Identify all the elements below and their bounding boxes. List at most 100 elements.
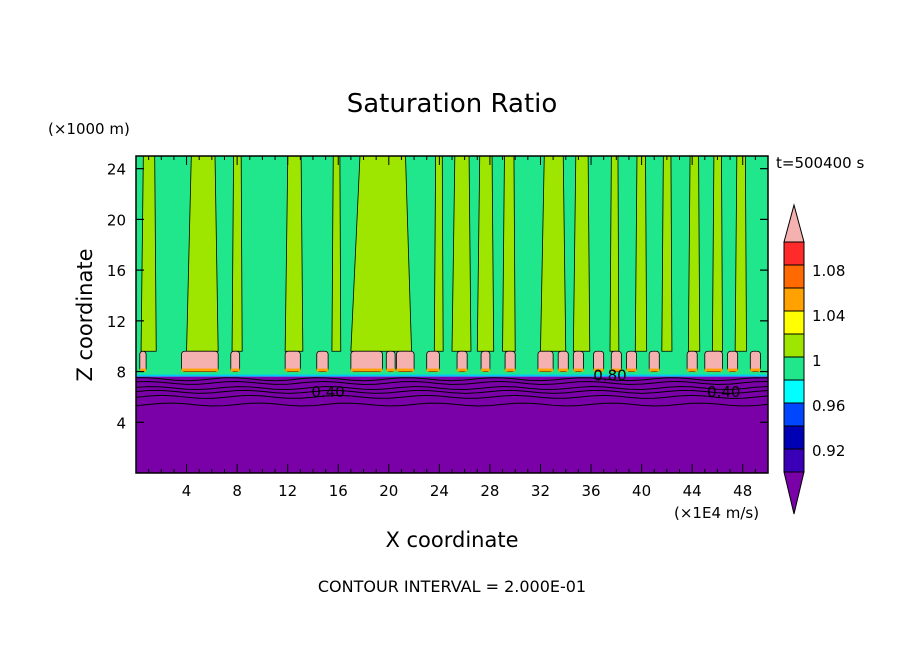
colorbar-segment	[783, 287, 805, 312]
cloud-cell-base	[481, 368, 490, 372]
cloud-cell	[395, 350, 415, 372]
cloud-cell-base	[573, 368, 584, 372]
x-tick-label: 4	[182, 482, 192, 500]
colorbar-label: 0.96	[812, 397, 845, 415]
cloud-cell	[456, 350, 468, 372]
cloud-cell	[537, 350, 554, 372]
supersat-column	[231, 156, 243, 352]
time-label: t=500400 s	[776, 154, 864, 172]
cloud-cell-base	[139, 368, 147, 372]
y-tick-label: 8	[116, 364, 126, 382]
cloud-cell-base	[537, 368, 554, 372]
cloud-cell	[480, 350, 491, 372]
x-tick-label: 44	[683, 482, 702, 500]
contour-label: 0.80	[593, 366, 626, 384]
supersat-column	[687, 156, 701, 352]
y-tick-label: 4	[116, 414, 126, 432]
colorbar-segment	[783, 379, 805, 404]
cloud-cell	[284, 350, 301, 372]
supersat-column	[284, 156, 304, 352]
contour-label: 0.40	[707, 383, 740, 401]
supersat-column	[502, 156, 516, 352]
colorbar-label: 1	[812, 352, 822, 370]
contour-line	[136, 380, 768, 385]
cloud-cell	[686, 350, 698, 372]
x-tick-label: 48	[733, 482, 752, 500]
chart-title: Saturation Ratio	[347, 89, 558, 119]
supersat-column	[451, 156, 472, 352]
y-tick-label: 24	[107, 161, 126, 179]
contour-label: 0.40	[311, 383, 344, 401]
cloud-cell-base	[626, 368, 637, 372]
supersat-column	[634, 156, 648, 352]
colorbar-label: 0.92	[812, 442, 845, 460]
x-tick-label: 8	[232, 482, 242, 500]
cloud-cell-base	[593, 368, 604, 372]
cloud-cell-base	[396, 368, 415, 372]
boundary-line	[136, 374, 768, 377]
cloud-cell	[385, 350, 396, 372]
x-tick-label: 32	[531, 482, 550, 500]
supersat-column	[350, 156, 412, 352]
x-unit-label: (×1E4 m/s)	[674, 504, 759, 522]
cloud-cell-base	[457, 368, 468, 372]
colorbar-min-arrow	[783, 471, 805, 515]
y-tick-label: 16	[107, 262, 126, 280]
cloud-cell	[749, 350, 761, 372]
x-tick-label: 20	[379, 482, 398, 500]
cloud-cell	[181, 350, 219, 372]
x-tick-label: 28	[480, 482, 499, 500]
contour-line	[136, 386, 768, 391]
cloud-cell-base	[558, 368, 569, 372]
contour-line	[136, 402, 768, 407]
x-axis-label: X coordinate	[385, 528, 518, 552]
supersat-column	[186, 156, 219, 352]
cloud-cell	[139, 350, 147, 372]
y-axis: 4 8 12 16 20 24	[107, 161, 768, 432]
cloud-cell	[504, 350, 516, 372]
supersat-column	[540, 156, 567, 352]
x-tick-label: 40	[632, 482, 651, 500]
contour-labels: 0.40 0.40 0.80	[311, 366, 740, 400]
x-tick-label: 24	[430, 482, 449, 500]
colorbar-max-arrow	[783, 203, 805, 243]
x-tick-label: 16	[329, 482, 348, 500]
cloud-cell	[704, 350, 723, 372]
contour-line	[136, 377, 768, 382]
supersat-column	[609, 156, 620, 352]
x-tick-label: 36	[581, 482, 600, 500]
cloud-cell-base	[316, 368, 329, 372]
colorbar-segment	[783, 310, 805, 335]
cloud-cell-base	[426, 368, 440, 372]
cloud-cell-base	[505, 368, 516, 372]
contour-line	[136, 394, 768, 399]
cloud-cell	[648, 350, 660, 372]
y-unit-label: (×1000 m)	[48, 120, 130, 138]
cloud-cell-base	[687, 368, 698, 372]
contour-line	[136, 389, 768, 394]
colorbar-label: 1.04	[812, 307, 845, 325]
supersat-column	[572, 156, 591, 352]
cloud-cell	[626, 350, 637, 372]
colorbar-segment	[783, 356, 805, 381]
supersat-column	[476, 156, 495, 352]
supersat-column	[331, 156, 342, 352]
colorbar-segment	[783, 402, 805, 427]
cloud-cell-base	[350, 368, 383, 372]
cloud-cell	[230, 350, 241, 372]
colorbar-segment	[783, 448, 805, 473]
y-tick-label: 12	[107, 313, 126, 331]
contour-interval-note: CONTOUR INTERVAL = 2.000E-01	[318, 577, 586, 596]
cloud-cell	[557, 350, 569, 372]
contour-field	[136, 156, 768, 473]
cloud-cell-base	[750, 368, 761, 372]
colorbar-label: 1.08	[812, 262, 845, 280]
supersat-column	[433, 156, 444, 352]
supersat-column	[711, 156, 723, 352]
x-axis: 4 8 12 16 20 24 28 32 36 40 44 48	[135, 156, 769, 500]
cloud-cell-base	[611, 368, 622, 372]
supersat-column	[661, 156, 673, 352]
cloud-cell-base	[285, 368, 301, 372]
supersat-column	[734, 156, 747, 352]
